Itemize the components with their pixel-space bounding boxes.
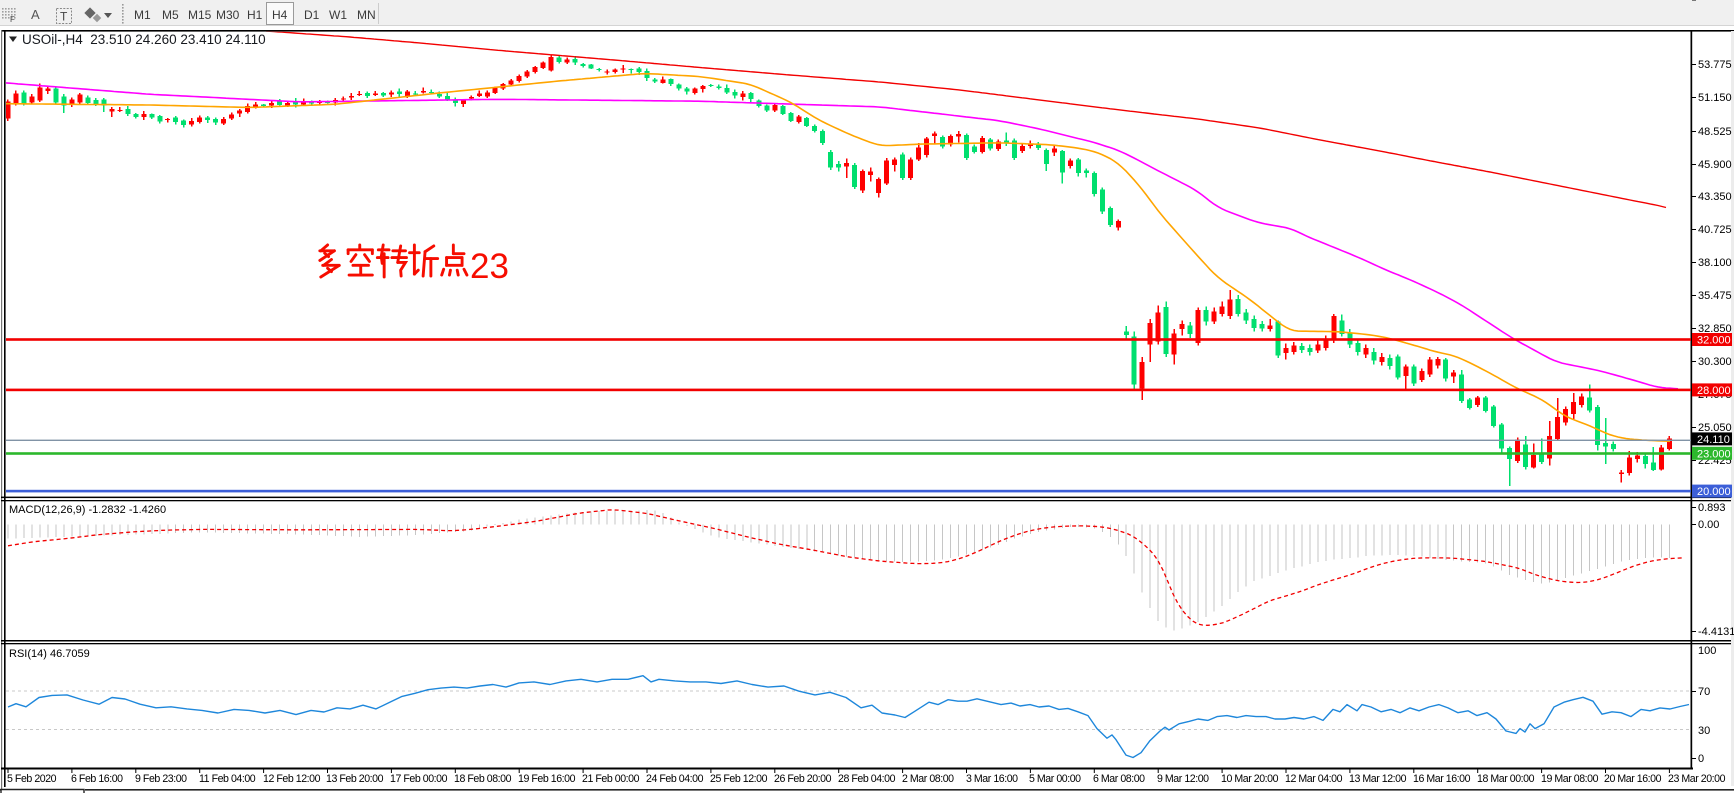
svg-text:F: F (10, 15, 15, 24)
svg-text:32.000: 32.000 (1697, 335, 1731, 347)
svg-text:32.850: 32.850 (1698, 323, 1732, 335)
svg-text:19 Mar 08:00: 19 Mar 08:00 (1541, 773, 1599, 785)
svg-text:9 Feb 23:00: 9 Feb 23:00 (135, 773, 187, 785)
svg-text:W1: W1 (329, 8, 347, 22)
svg-text:H4: H4 (272, 8, 288, 22)
svg-text:10 Mar 20:00: 10 Mar 20:00 (1221, 773, 1279, 785)
svg-text:20.000: 20.000 (1697, 486, 1731, 498)
svg-text:23 Mar 20:00: 23 Mar 20:00 (1668, 773, 1726, 785)
svg-text:0: 0 (1698, 753, 1704, 765)
svg-text:25.050: 25.050 (1698, 422, 1732, 434)
svg-text:48.525: 48.525 (1698, 126, 1732, 138)
svg-text:M30: M30 (216, 8, 240, 22)
svg-text:M5: M5 (162, 8, 179, 22)
svg-text:28 Feb 04:00: 28 Feb 04:00 (838, 773, 896, 785)
svg-text:26 Feb 20:00: 26 Feb 20:00 (774, 773, 832, 785)
svg-text:H1: H1 (247, 8, 263, 22)
svg-text:18 Feb 08:00: 18 Feb 08:00 (454, 773, 512, 785)
svg-text:MN: MN (357, 8, 376, 22)
svg-text:100: 100 (1698, 645, 1716, 657)
svg-text:70: 70 (1698, 686, 1710, 698)
svg-text:MACD(12,26,9) -1.2832 -1.4260: MACD(12,26,9) -1.2832 -1.4260 (9, 504, 166, 516)
svg-text:D1: D1 (304, 8, 320, 22)
svg-text:13 Mar 12:00: 13 Mar 12:00 (1349, 773, 1407, 785)
svg-text:USOil-,H4 23.510 24.260 23.41: USOil-,H4 23.510 24.260 23.410 24.110 (22, 32, 266, 47)
svg-text:43.350: 43.350 (1698, 191, 1732, 203)
svg-text:53.775: 53.775 (1698, 59, 1732, 71)
svg-text:21 Feb 00:00: 21 Feb 00:00 (582, 773, 640, 785)
svg-text:38.100: 38.100 (1698, 257, 1732, 269)
svg-text:25 Feb 12:00: 25 Feb 12:00 (710, 773, 768, 785)
svg-text:16 Mar 16:00: 16 Mar 16:00 (1413, 773, 1471, 785)
svg-text:3 Mar 16:00: 3 Mar 16:00 (966, 773, 1018, 785)
svg-text:RSI(14) 46.7059: RSI(14) 46.7059 (9, 648, 90, 660)
svg-text:18 Mar 00:00: 18 Mar 00:00 (1477, 773, 1535, 785)
svg-text:5 Mar 00:00: 5 Mar 00:00 (1029, 773, 1081, 785)
svg-text:A: A (31, 7, 40, 22)
svg-text:30: 30 (1698, 725, 1710, 737)
svg-text:11 Feb 04:00: 11 Feb 04:00 (199, 773, 256, 785)
svg-text:12 Feb 12:00: 12 Feb 12:00 (263, 773, 321, 785)
svg-text:0.893: 0.893 (1698, 502, 1726, 514)
svg-text:45.900: 45.900 (1698, 159, 1732, 171)
svg-text:9 Mar 12:00: 9 Mar 12:00 (1157, 773, 1209, 785)
svg-text:12 Mar 04:00: 12 Mar 04:00 (1285, 773, 1343, 785)
svg-text:51.150: 51.150 (1698, 92, 1732, 104)
svg-text:40.725: 40.725 (1698, 224, 1732, 236)
svg-text:28.000: 28.000 (1697, 385, 1731, 397)
svg-text:35.475: 35.475 (1698, 290, 1732, 302)
svg-text:-4.4131: -4.4131 (1698, 626, 1734, 638)
svg-text:M15: M15 (188, 8, 212, 22)
svg-text:23: 23 (470, 247, 509, 286)
svg-text:M1: M1 (134, 8, 151, 22)
svg-text:0.00: 0.00 (1698, 519, 1719, 531)
svg-text:24 Feb 04:00: 24 Feb 04:00 (646, 773, 704, 785)
svg-text:30.300: 30.300 (1698, 356, 1732, 368)
svg-text:5 Feb 2020: 5 Feb 2020 (7, 773, 57, 785)
svg-text:6 Mar 08:00: 6 Mar 08:00 (1093, 773, 1145, 785)
svg-text:20 Mar 16:00: 20 Mar 16:00 (1604, 773, 1662, 785)
svg-text:23.000: 23.000 (1697, 448, 1731, 460)
svg-text:19 Feb 16:00: 19 Feb 16:00 (518, 773, 576, 785)
svg-text:6 Feb 16:00: 6 Feb 16:00 (71, 773, 123, 785)
svg-text:24.110: 24.110 (1697, 434, 1730, 446)
svg-text:13 Feb 20:00: 13 Feb 20:00 (326, 773, 384, 785)
svg-text:T: T (60, 10, 68, 24)
svg-text:17 Feb 00:00: 17 Feb 00:00 (390, 773, 448, 785)
svg-text:2 Mar 08:00: 2 Mar 08:00 (902, 773, 954, 785)
